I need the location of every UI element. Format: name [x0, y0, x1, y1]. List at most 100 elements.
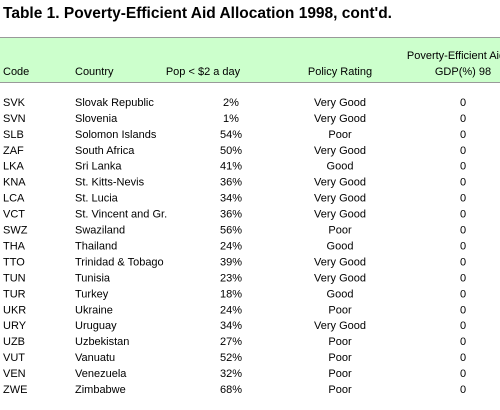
table-cell: 0 [460, 288, 466, 300]
table-cell: Very Good [314, 177, 366, 189]
table-cell: ZAF [3, 145, 24, 157]
table-cell: KNA [3, 177, 26, 189]
column-header: Policy Rating [308, 66, 372, 78]
table-cell: 0 [460, 145, 466, 157]
table-cell: 68% [220, 384, 242, 396]
column-header: Country [75, 66, 114, 78]
table-cell: Very Good [314, 209, 366, 221]
table-cell: Solomon Islands [75, 129, 157, 141]
table-cell: SVK [3, 97, 26, 109]
table-cell: SVN [3, 113, 26, 125]
column-header: Code [3, 66, 29, 78]
table-cell: 50% [220, 145, 242, 157]
table-cell: Very Good [314, 145, 366, 157]
column-header: Poverty-Efficient Aid [407, 50, 500, 62]
table-cell: Swaziland [75, 225, 125, 237]
table-cell: Poor [328, 384, 352, 396]
table-cell: Tunisia [75, 272, 111, 284]
table-cell: 0 [460, 352, 466, 364]
table-cell: Turkey [75, 288, 109, 300]
table-cell: 32% [220, 368, 242, 380]
table-cell: 1% [223, 113, 239, 125]
table-cell: 0 [460, 336, 466, 348]
table-cell: Good [327, 161, 354, 173]
table-cell: Zimbabwe [75, 384, 126, 396]
table-cell: Slovak Republic [75, 97, 154, 109]
table-cell: Very Good [314, 320, 366, 332]
table-cell: Poor [328, 129, 352, 141]
table-cell: St. Vincent and Gr. [75, 209, 167, 221]
table-cell: LCA [3, 193, 25, 205]
table-cell: 36% [220, 177, 242, 189]
table-cell: Ukraine [75, 304, 113, 316]
table-cell: Poor [328, 304, 352, 316]
table-cell: 0 [460, 113, 466, 125]
table-cell: 0 [460, 304, 466, 316]
table-cell: Trinidad & Tobago [75, 256, 164, 268]
table-cell: Poor [328, 352, 352, 364]
column-header: GDP(%) 98 [435, 66, 491, 78]
table-cell: 41% [220, 161, 242, 173]
table-cell: SWZ [3, 225, 28, 237]
table-cell: 0 [460, 129, 466, 141]
table-cell: Very Good [314, 113, 366, 125]
table-cell: THA [3, 240, 26, 252]
column-header: Pop < $2 a day [166, 66, 241, 78]
table-cell: LKA [3, 161, 24, 173]
table-cell: TUN [3, 272, 26, 284]
table-cell: 0 [460, 320, 466, 332]
table-cell: 0 [460, 240, 466, 252]
table-cell: ZWE [3, 384, 27, 396]
table-cell: Uruguay [75, 320, 117, 332]
table-cell: TUR [3, 288, 26, 300]
table-cell: 0 [460, 384, 466, 396]
header-band [0, 37, 500, 82]
table-cell: 0 [460, 272, 466, 284]
table-cell: Very Good [314, 256, 366, 268]
table-cell: Slovenia [75, 113, 118, 125]
table-cell: 24% [220, 304, 242, 316]
table-cell: 34% [220, 193, 242, 205]
table-cell: Uzbekistan [75, 336, 129, 348]
table-cell: St. Kitts-Nevis [75, 177, 145, 189]
table-cell: 23% [220, 272, 242, 284]
table-cell: Very Good [314, 272, 366, 284]
table-cell: Vanuatu [75, 352, 115, 364]
table-cell: 0 [460, 368, 466, 380]
table-cell: 0 [460, 177, 466, 189]
table-cell: Very Good [314, 97, 366, 109]
table-cell: St. Lucia [75, 193, 119, 205]
table-cell: 54% [220, 129, 242, 141]
table-cell: Poor [328, 368, 352, 380]
table-cell: 52% [220, 352, 242, 364]
table-cell: 36% [220, 209, 242, 221]
table-cell: UKR [3, 304, 26, 316]
table-cell: 24% [220, 240, 242, 252]
table-cell: URY [3, 320, 27, 332]
table-cell: 27% [220, 336, 242, 348]
table-cell: VCT [3, 209, 25, 221]
table-cell: Very Good [314, 193, 366, 205]
table-cell: 56% [220, 225, 242, 237]
table-cell: 39% [220, 256, 242, 268]
table-cell: Good [327, 288, 354, 300]
table-cell: VUT [3, 352, 25, 364]
table-cell: Poor [328, 336, 352, 348]
table-cell: Venezuela [75, 368, 127, 380]
table-cell: 0 [460, 256, 466, 268]
table-cell: 0 [460, 97, 466, 109]
table-cell: 0 [460, 209, 466, 221]
table-cell: 0 [460, 193, 466, 205]
table-cell: Poor [328, 225, 352, 237]
table-cell: Thailand [75, 240, 117, 252]
table-cell: South Africa [75, 145, 135, 157]
table-cell: 18% [220, 288, 242, 300]
table-cell: 34% [220, 320, 242, 332]
table-cell: Good [327, 240, 354, 252]
table-cell: VEN [3, 368, 26, 380]
table-cell: 2% [223, 97, 239, 109]
table-cell: TTO [3, 256, 25, 268]
table-title: Table 1. Poverty-Efficient Aid Allocatio… [3, 5, 392, 22]
table-cell: 0 [460, 161, 466, 173]
